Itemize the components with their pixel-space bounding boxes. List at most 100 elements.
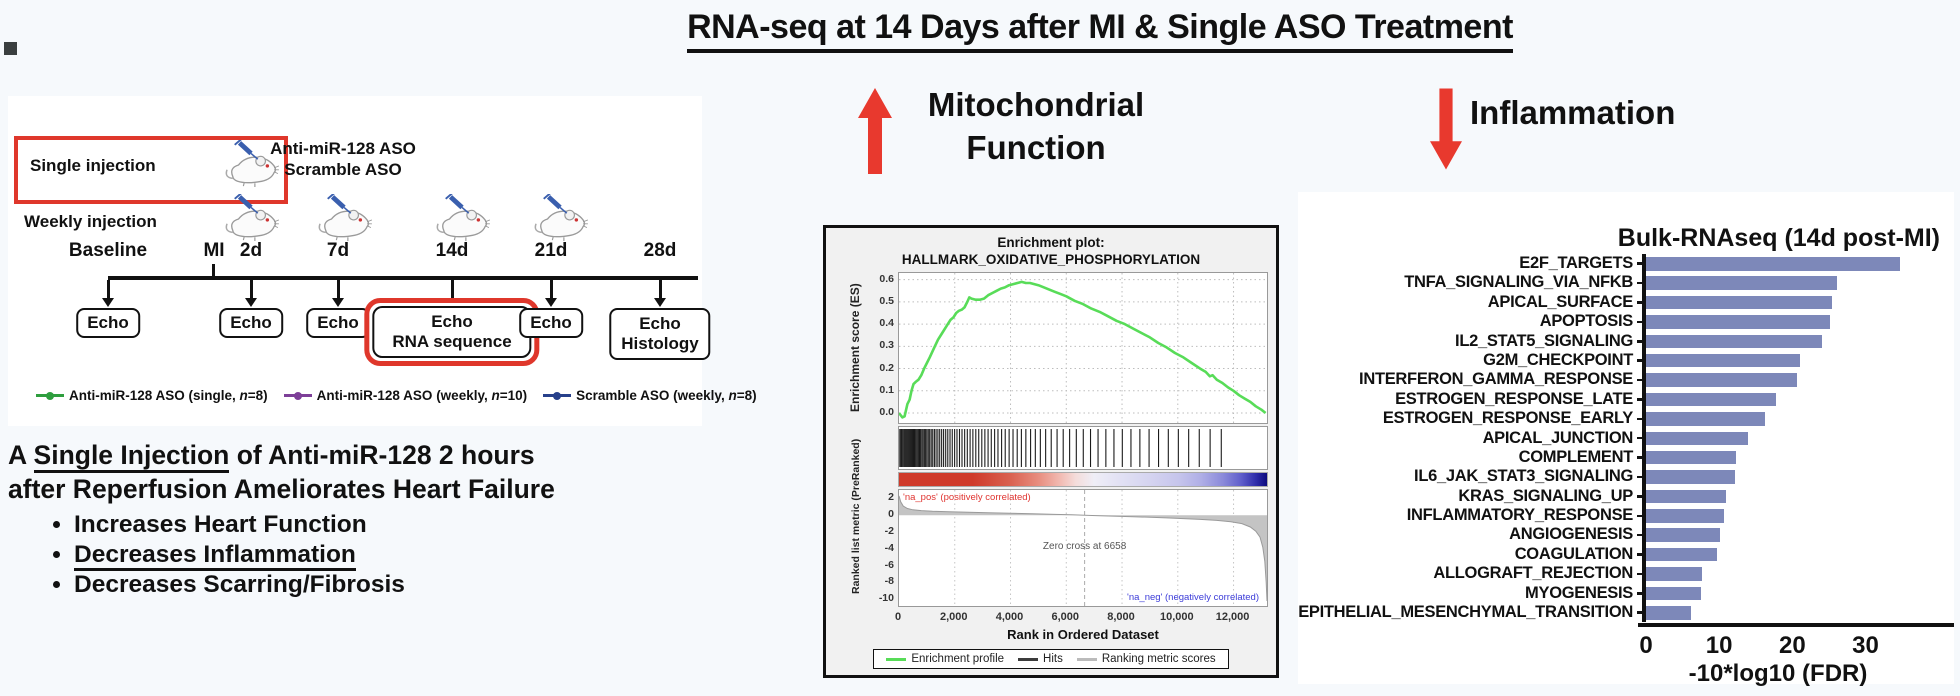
mouse-icon	[318, 192, 373, 242]
gsea-neg-annotation: 'na_neg' (negatively correlated)	[1127, 592, 1259, 603]
barchart-xtick: 10	[1705, 632, 1733, 659]
pathway-tick	[1637, 359, 1642, 362]
mouse-syringe-icon	[318, 192, 373, 242]
pathway-label: MYOGENESIS	[1298, 584, 1642, 603]
bar-track	[1642, 409, 1946, 429]
summary-bullet: Increases Heart Function	[74, 510, 648, 540]
summary-bullet-text: Increases Heart Function	[74, 511, 367, 538]
bar-track	[1642, 564, 1946, 584]
mouse-icon	[225, 192, 280, 242]
gsea-zero-cross-annotation: Zero cross at 6658	[1042, 541, 1127, 553]
pathway-label: KRAS_SIGNALING_UP	[1298, 487, 1642, 506]
summary-bullet-text: Decreases Scarring/Fibrosis	[74, 571, 405, 598]
pathway-label: G2M_CHECKPOINT	[1298, 351, 1642, 370]
timeline-arrow-28d	[654, 280, 666, 307]
summary-line-1: A Single Injection of Anti-miR-128 2 hou…	[8, 438, 648, 473]
bar-track	[1642, 428, 1946, 448]
pathway-label-text: COAGULATION	[1514, 544, 1634, 563]
pathway-tick	[1637, 340, 1642, 343]
gsea-rank-ytick: -6	[884, 558, 894, 571]
up-arrow-icon	[858, 88, 892, 174]
gsea-rank-ytick: 0	[888, 508, 894, 521]
mouse-syringe-icon	[436, 192, 491, 242]
summary-bullet: Decreases Inflammation	[74, 540, 648, 571]
study-legend-label: Scramble ASO (weekly, n=8)	[576, 388, 757, 403]
summary-bullets: Increases Heart Function Decreases Inflam…	[8, 510, 648, 600]
pathway-row: APICAL_SURFACE	[1298, 292, 1954, 313]
gsea-es-ytick: 0.0	[879, 406, 894, 418]
bar	[1646, 586, 1701, 601]
gsea-es-ytick: 0.3	[879, 339, 894, 352]
legend-dot-marker	[46, 391, 54, 400]
pathway-row: INTERFERON_GAMMA_RESPONSE	[1298, 370, 1954, 390]
pathway-row: APOPTOSIS	[1298, 312, 1954, 332]
single-injection-highlight-box	[14, 136, 288, 204]
timepoint-21d: 21d	[534, 240, 568, 261]
pathway-label: INTERFERON_GAMMA_RESPONSE	[1298, 370, 1642, 389]
echo-box-21d: Echo	[519, 308, 583, 338]
mouse-syringe-icon	[225, 192, 280, 242]
echo-box-2d: Echo	[219, 308, 283, 338]
gsea-legend-swatch	[886, 657, 907, 661]
pathway-label-text: ANGIOGENESIS	[1509, 525, 1633, 544]
mouse-icon	[436, 192, 491, 242]
bar	[1646, 334, 1822, 349]
pathway-row: COAGULATION	[1298, 544, 1954, 565]
pathway-label: ANGIOGENESIS	[1298, 525, 1642, 544]
bar	[1646, 295, 1832, 310]
mouse-syringe-icon	[534, 192, 589, 242]
pathway-label: COMPLEMENT	[1298, 448, 1642, 467]
echo-box-28d: Echo Histology	[609, 308, 711, 360]
timeline-axis	[108, 276, 698, 280]
pathway-label: APOPTOSIS	[1298, 312, 1642, 331]
summary-line-2: after Reperfusion Ameliorates Heart Fail…	[8, 474, 555, 504]
bar	[1646, 567, 1703, 581]
gsea-xlabel: Rank in Ordered Dataset	[1007, 627, 1159, 642]
bar	[1646, 470, 1736, 484]
pathway-tick	[1637, 456, 1642, 459]
bar-track	[1642, 447, 1946, 468]
study-design-panel: Single injection Weekly injection Anti-m…	[8, 96, 757, 426]
legend-line-marker	[543, 391, 572, 400]
pathway-label-text: COMPLEMENT	[1518, 447, 1634, 466]
pathway-label: E2F_TARGETS	[1298, 254, 1642, 273]
pathway-label: IL2_STAT5_SIGNALING	[1298, 332, 1642, 351]
bar	[1646, 606, 1691, 620]
pathway-tick	[1637, 320, 1642, 324]
bar	[1646, 412, 1765, 426]
study-legend-item: Anti-miR-128 ASO (single, n=8)	[36, 388, 268, 403]
gsea-rank-ytick: -2	[884, 525, 894, 538]
timeline-arrow-2d	[245, 280, 257, 307]
gsea-es-ylabel: Enrichment score (ES)	[848, 283, 862, 413]
echo-box-14d: Echo RNA sequence	[372, 306, 532, 358]
gsea-es-ytick: 0.1	[879, 383, 894, 396]
pathway-label-text: TNFA_SIGNALING_VIA_NFKB	[1404, 273, 1633, 292]
gsea-legend-item: Enrichment profile	[886, 653, 1004, 665]
barchart-x-axis	[1638, 622, 1954, 627]
timepoint-baseline: Baseline	[68, 240, 148, 261]
echo-box-baseline: Echo	[76, 308, 140, 338]
bar-track	[1642, 370, 1946, 390]
study-legend-label: Anti-miR-128 ASO (weekly, n=10)	[316, 388, 528, 403]
gsea-title: Enrichment plot: HALLMARK_OXIDATIVE_PHOS…	[901, 235, 1201, 267]
pathway-tick	[1637, 281, 1642, 285]
mouse-syringe-icon	[225, 138, 280, 188]
pathway-row: KRAS_SIGNALING_UP	[1298, 486, 1954, 507]
bar-track	[1642, 486, 1946, 507]
pathway-label-text: INFLAMMATORY_RESPONSE	[1406, 506, 1634, 525]
pathway-row: IL6_JAK_STAT3_SIGNALING	[1298, 467, 1954, 487]
pathway-tick	[1637, 475, 1642, 479]
pathway-label: ESTROGEN_RESPONSE_EARLY	[1298, 409, 1642, 428]
pathway-rows: E2F_TARGETS TNFA_SIGNALING_VIA_NFKB APICAL…	[1298, 254, 1954, 623]
pathway-tick	[1637, 495, 1642, 498]
pathway-label-text: KRAS_SIGNALING_UP	[1458, 486, 1633, 505]
bar-track	[1642, 506, 1946, 526]
gsea-xtick: 4,000	[995, 611, 1024, 623]
pathway-label-text: APOPTOSIS	[1539, 312, 1634, 331]
pathway-label-text: EPITHELIAL_MESENCHYMAL_TRANSITION	[1298, 603, 1633, 622]
corner-artifact	[4, 42, 17, 55]
gsea-legend-item: Hits	[1018, 653, 1063, 665]
pathway-label-text: INTERFERON_GAMMA_RESPONSE	[1359, 370, 1633, 389]
timepoint-2d: 2d	[239, 240, 263, 261]
legend-dot-marker	[293, 391, 302, 400]
